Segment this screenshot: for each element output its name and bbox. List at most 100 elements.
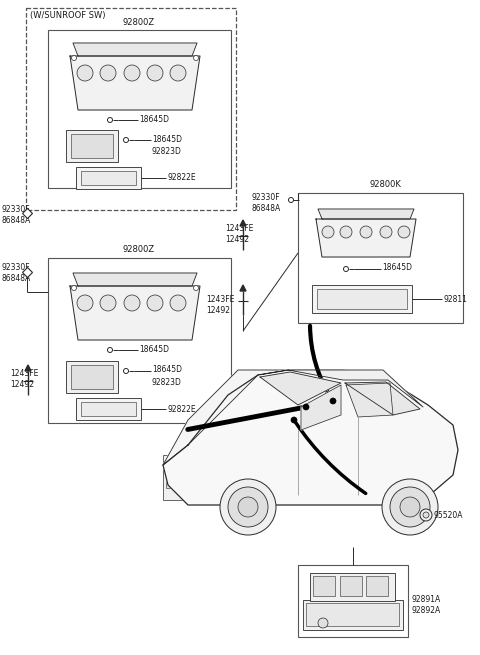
Circle shape bbox=[380, 226, 392, 238]
Text: 1243FE
12492: 1243FE 12492 bbox=[225, 224, 253, 244]
Circle shape bbox=[344, 267, 348, 272]
Circle shape bbox=[400, 497, 420, 517]
Polygon shape bbox=[258, 370, 423, 407]
Circle shape bbox=[100, 65, 116, 81]
Bar bbox=[313, 576, 335, 596]
Bar bbox=[166, 460, 184, 475]
Circle shape bbox=[77, 65, 93, 81]
Text: 92800Z: 92800Z bbox=[123, 18, 155, 27]
Polygon shape bbox=[301, 385, 341, 430]
Bar bbox=[366, 576, 388, 596]
Circle shape bbox=[123, 138, 129, 143]
Circle shape bbox=[303, 404, 309, 410]
Circle shape bbox=[291, 417, 297, 423]
Bar bbox=[298, 193, 463, 323]
Text: 1243FE
12492: 1243FE 12492 bbox=[10, 369, 38, 389]
Circle shape bbox=[147, 65, 163, 81]
Bar bbox=[364, 211, 402, 218]
Bar bbox=[81, 171, 136, 185]
Circle shape bbox=[423, 512, 429, 518]
Bar bbox=[82, 315, 124, 329]
Text: 92822E: 92822E bbox=[168, 174, 197, 183]
Bar bbox=[163, 455, 188, 500]
Polygon shape bbox=[345, 382, 420, 415]
Bar bbox=[76, 167, 141, 189]
Polygon shape bbox=[318, 209, 414, 219]
Circle shape bbox=[318, 618, 328, 628]
Circle shape bbox=[124, 295, 140, 311]
Text: 92823D: 92823D bbox=[152, 378, 182, 387]
Circle shape bbox=[228, 487, 268, 527]
Text: 92800Z: 92800Z bbox=[123, 245, 155, 254]
Polygon shape bbox=[73, 43, 197, 56]
Text: 92811: 92811 bbox=[444, 295, 468, 303]
Polygon shape bbox=[70, 286, 200, 340]
Circle shape bbox=[220, 479, 276, 535]
Bar bbox=[410, 510, 420, 517]
Polygon shape bbox=[346, 383, 393, 417]
Bar bbox=[71, 365, 113, 389]
Circle shape bbox=[398, 226, 410, 238]
Bar bbox=[324, 242, 359, 253]
Bar bbox=[364, 242, 402, 253]
Polygon shape bbox=[70, 56, 200, 110]
Text: 92330F
86848A: 92330F 86848A bbox=[252, 193, 281, 213]
Circle shape bbox=[322, 226, 334, 238]
Bar bbox=[82, 275, 124, 284]
Circle shape bbox=[170, 295, 186, 311]
Polygon shape bbox=[316, 219, 416, 257]
Circle shape bbox=[170, 65, 186, 81]
Bar bbox=[26, 8, 236, 210]
Circle shape bbox=[108, 117, 112, 122]
Circle shape bbox=[108, 348, 112, 352]
Circle shape bbox=[390, 487, 430, 527]
Bar bbox=[82, 45, 124, 54]
Bar bbox=[303, 600, 403, 630]
Polygon shape bbox=[240, 285, 246, 291]
Polygon shape bbox=[260, 372, 341, 405]
Bar bbox=[166, 480, 184, 488]
Bar bbox=[130, 315, 185, 329]
Bar bbox=[324, 211, 359, 218]
Text: 95520A: 95520A bbox=[434, 510, 464, 519]
Circle shape bbox=[147, 295, 163, 311]
Circle shape bbox=[288, 198, 293, 202]
Text: 1243FE
12492: 1243FE 12492 bbox=[206, 295, 234, 315]
Bar bbox=[66, 130, 118, 162]
Bar bbox=[306, 603, 399, 626]
Bar bbox=[340, 576, 362, 596]
Bar bbox=[310, 573, 395, 601]
Bar bbox=[48, 30, 231, 188]
Polygon shape bbox=[163, 370, 288, 465]
Bar bbox=[76, 398, 141, 420]
Circle shape bbox=[238, 497, 258, 517]
Circle shape bbox=[193, 56, 199, 60]
Bar bbox=[81, 402, 136, 416]
Text: 92822E: 92822E bbox=[168, 405, 197, 413]
Polygon shape bbox=[240, 220, 246, 226]
Circle shape bbox=[420, 509, 432, 521]
Bar bbox=[66, 361, 118, 393]
Circle shape bbox=[382, 479, 438, 535]
Bar bbox=[128, 45, 183, 54]
Polygon shape bbox=[25, 365, 31, 371]
Circle shape bbox=[124, 65, 140, 81]
Bar bbox=[71, 134, 113, 158]
Polygon shape bbox=[163, 370, 458, 505]
Circle shape bbox=[360, 226, 372, 238]
Text: 18645D: 18645D bbox=[152, 134, 182, 143]
Text: 18645D: 18645D bbox=[139, 345, 169, 354]
Polygon shape bbox=[73, 273, 197, 286]
Text: 92330F
86848A: 92330F 86848A bbox=[2, 263, 31, 283]
Circle shape bbox=[100, 295, 116, 311]
Circle shape bbox=[123, 369, 129, 373]
Text: 92330F
86848A: 92330F 86848A bbox=[2, 205, 31, 225]
Text: 92800K: 92800K bbox=[369, 180, 401, 189]
Circle shape bbox=[77, 295, 93, 311]
Text: 18645D: 18645D bbox=[152, 365, 182, 375]
Bar bbox=[82, 85, 124, 99]
Circle shape bbox=[340, 226, 352, 238]
Bar bbox=[317, 289, 407, 309]
Circle shape bbox=[330, 398, 336, 404]
Circle shape bbox=[72, 286, 76, 291]
